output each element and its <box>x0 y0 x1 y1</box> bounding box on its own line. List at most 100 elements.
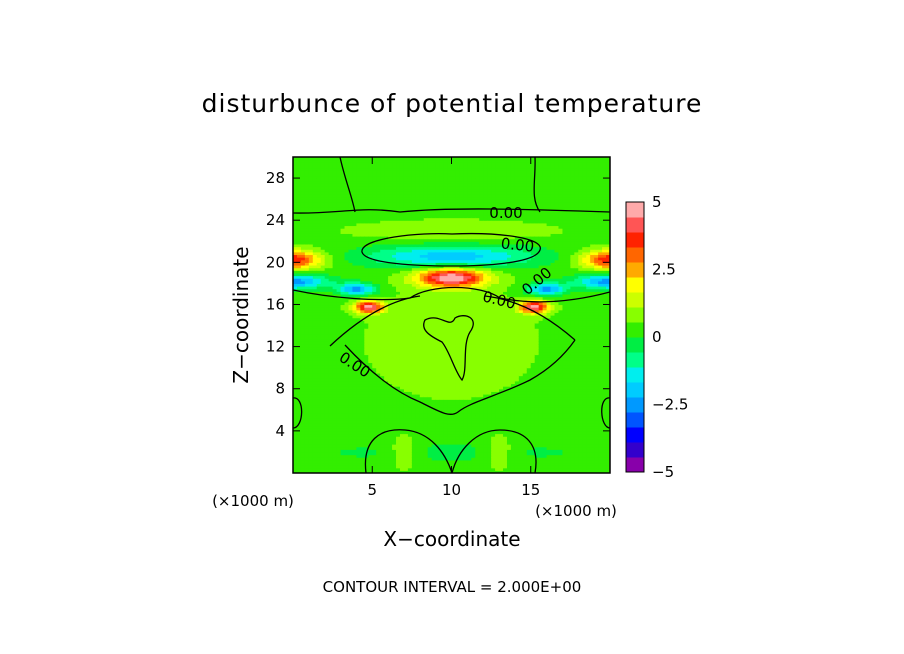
field-cell <box>332 296 338 300</box>
field-cell <box>396 246 401 250</box>
field-cell <box>328 201 334 205</box>
field-cell <box>399 270 405 274</box>
field-cell <box>431 430 437 435</box>
field-cell <box>293 320 298 324</box>
field-cell <box>451 370 457 374</box>
field-cell <box>411 328 417 332</box>
field-cell <box>364 196 369 200</box>
field-cell <box>372 378 377 382</box>
field-cell <box>396 320 401 324</box>
field-cell <box>300 212 306 216</box>
field-cell <box>344 157 350 161</box>
field-cell <box>364 341 369 345</box>
field-cell <box>427 251 433 256</box>
field-cell <box>316 317 322 321</box>
field-cell <box>376 457 381 461</box>
field-cell <box>352 299 357 303</box>
field-cell <box>439 236 445 240</box>
field-cell <box>328 212 334 216</box>
field-cell <box>419 444 425 448</box>
field-cell <box>447 372 453 377</box>
field-cell <box>447 425 453 429</box>
field-cell <box>431 378 437 382</box>
field-cell <box>364 172 369 177</box>
field-cell <box>360 225 365 229</box>
field-cell <box>384 288 389 292</box>
field-cell <box>336 367 342 371</box>
field-cell <box>376 199 381 203</box>
field-cell <box>392 415 397 419</box>
field-cell <box>344 238 350 242</box>
field-cell <box>332 380 338 385</box>
field-cell <box>364 375 369 379</box>
field-cell <box>447 170 453 174</box>
field-cell <box>435 236 441 240</box>
field-cell <box>399 362 405 366</box>
field-cell <box>344 241 350 245</box>
field-cell <box>336 328 342 332</box>
field-cell <box>356 354 361 358</box>
field-cell <box>356 438 361 442</box>
field-cell <box>447 391 453 395</box>
field-cell <box>396 454 401 458</box>
field-cell <box>384 183 389 187</box>
field-cell <box>308 159 314 163</box>
field-cell <box>352 172 357 177</box>
field-cell <box>300 404 306 408</box>
field-cell <box>455 441 461 445</box>
field-cell <box>356 201 361 205</box>
field-cell <box>427 272 433 277</box>
field-cell <box>411 246 417 250</box>
field-cell <box>431 444 437 448</box>
field-cell <box>312 164 318 169</box>
field-cell <box>403 159 409 163</box>
field-cell <box>403 199 409 203</box>
field-cell <box>293 309 298 313</box>
field-cell <box>388 454 393 458</box>
field-cell <box>380 254 385 258</box>
field-cell <box>328 346 334 350</box>
field-cell <box>451 164 457 169</box>
field-cell <box>376 288 381 292</box>
field-cell <box>300 270 306 274</box>
field-cell <box>300 170 306 174</box>
field-cell <box>419 365 425 369</box>
field-cell <box>332 199 338 203</box>
field-cell <box>407 225 413 229</box>
field-cell <box>364 286 369 290</box>
field-cell <box>451 333 457 337</box>
field-cell <box>443 275 449 279</box>
field-cell <box>364 386 369 390</box>
field-cell <box>396 307 401 311</box>
field-cell <box>293 159 298 163</box>
field-cell <box>316 220 322 224</box>
field-cell <box>293 296 298 300</box>
field-cell <box>384 238 389 242</box>
field-cell <box>328 457 334 461</box>
field-cell <box>324 409 330 414</box>
field-cell <box>423 362 429 366</box>
field-cell <box>336 178 342 182</box>
field-cell <box>324 357 330 361</box>
field-cell <box>423 409 429 414</box>
field-cell <box>348 372 354 377</box>
field-cell <box>348 386 354 390</box>
field-cell <box>407 317 413 321</box>
field-cell <box>388 465 393 469</box>
field-cell <box>392 320 397 324</box>
field-cell <box>451 394 457 398</box>
field-cell <box>415 159 421 163</box>
field-cell <box>328 333 334 337</box>
field-cell <box>320 191 326 195</box>
field-cell <box>328 409 334 414</box>
field-cell <box>451 246 457 250</box>
field-cell <box>376 459 381 464</box>
field-cell <box>356 375 361 379</box>
field-cell <box>360 241 365 245</box>
field-cell <box>372 249 377 253</box>
field-cell <box>304 193 310 198</box>
field-cell <box>348 293 354 298</box>
field-cell <box>296 199 302 203</box>
field-cell <box>332 412 338 416</box>
field-cell <box>407 380 413 385</box>
